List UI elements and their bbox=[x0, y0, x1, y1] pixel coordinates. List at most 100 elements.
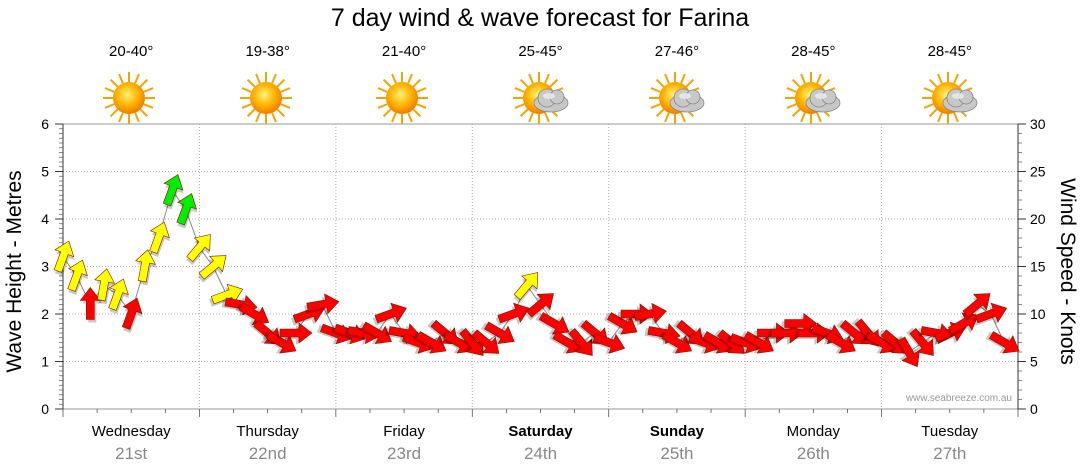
wind-arrow-body bbox=[909, 328, 934, 356]
wind-arrow bbox=[906, 327, 934, 356]
wind-arrow bbox=[135, 249, 157, 286]
labels: 0 1 2 3 4 5 6 0 5 10 15 20 25 30 Wave Height - Metres W… bbox=[3, 116, 1079, 463]
temperature-range: 27-46° bbox=[654, 43, 700, 60]
day-date: 24th bbox=[524, 444, 557, 463]
y-axis-label: Wave Height - Metres bbox=[3, 170, 26, 372]
wind-arrow bbox=[946, 312, 979, 338]
wind-arrow bbox=[973, 302, 1008, 326]
wind-arrow bbox=[235, 302, 270, 326]
wind-arrow bbox=[372, 302, 407, 326]
wind-arrow-body bbox=[149, 221, 170, 254]
wind-arrow bbox=[961, 293, 991, 321]
wind-arrow bbox=[176, 193, 198, 229]
wind-arrow-body bbox=[592, 333, 626, 354]
wind-arrow-body bbox=[497, 302, 530, 324]
wind-arrow bbox=[197, 255, 227, 283]
wind-arrows bbox=[53, 174, 1020, 368]
wind-arrow-body bbox=[962, 293, 991, 318]
wind-arrow bbox=[108, 278, 130, 314]
wind-arrow-body bbox=[108, 278, 129, 311]
day-date: 26th bbox=[797, 444, 830, 463]
wind-arrow-body bbox=[484, 321, 515, 345]
left-tick-label: 4 bbox=[41, 211, 49, 227]
day-name: Monday bbox=[787, 423, 841, 440]
left-tick-label: 1 bbox=[41, 354, 49, 370]
wind-arrow bbox=[162, 174, 184, 210]
left-tick-label: 3 bbox=[41, 259, 49, 275]
wind-arrow bbox=[276, 322, 313, 345]
temperature-range: 25-45° bbox=[518, 43, 563, 60]
sun-cloud-icon bbox=[511, 70, 571, 126]
left-tick-label: 6 bbox=[41, 116, 49, 132]
day-date: 27th bbox=[933, 444, 966, 463]
wind-arrow-body bbox=[306, 293, 340, 315]
wind-arrow bbox=[822, 331, 856, 354]
temperature-range: 21-40° bbox=[381, 43, 427, 60]
day-name: Saturday bbox=[508, 423, 573, 440]
wind-arrow-body bbox=[538, 312, 570, 335]
temperature-range: 28-45° bbox=[791, 43, 836, 60]
wind-arrow bbox=[525, 293, 554, 321]
wind-arrow bbox=[53, 240, 75, 276]
temperature-range: 28-45° bbox=[927, 43, 972, 60]
wind-arrow-body bbox=[186, 234, 211, 262]
wind-arrow bbox=[631, 302, 667, 326]
wind-arrow-body bbox=[162, 174, 184, 207]
wind-arrow-body bbox=[361, 321, 392, 345]
wind-arrow bbox=[121, 297, 143, 333]
wind-arrow-body bbox=[67, 259, 88, 292]
wind-arrow-body bbox=[974, 302, 1008, 324]
wind-arrow bbox=[67, 259, 89, 295]
wind-arrow-body bbox=[948, 312, 979, 335]
wind-arrow bbox=[513, 272, 539, 304]
wind-arrow-body bbox=[94, 268, 116, 302]
axes bbox=[55, 123, 1026, 417]
wind-arrow-body bbox=[568, 328, 593, 356]
wind-arrow bbox=[658, 331, 693, 354]
chart-title: 7 day wind & wave forecast for Farina bbox=[330, 4, 750, 32]
right-tick-label: 10 bbox=[1030, 306, 1046, 322]
wind-arrow bbox=[358, 321, 392, 345]
wind-arrow-body bbox=[176, 193, 198, 226]
sun-icon bbox=[238, 70, 298, 126]
wind-arrow bbox=[565, 327, 593, 356]
wind-arrow-body bbox=[53, 240, 75, 273]
wind-arrow bbox=[589, 333, 626, 355]
sun-cloud-icon bbox=[920, 70, 980, 126]
wind-arrow-body bbox=[633, 302, 667, 324]
wind-arrow-body bbox=[471, 329, 500, 354]
wind-arrow-body bbox=[135, 249, 156, 283]
wind-arrow bbox=[985, 331, 1020, 354]
right-tick-label: 30 bbox=[1030, 116, 1046, 132]
wind-arrow bbox=[94, 268, 116, 305]
wind-arrow-body bbox=[121, 297, 143, 330]
sun-cloud-icon bbox=[647, 70, 707, 126]
wind-arrow-body bbox=[79, 287, 101, 320]
day-date: 25th bbox=[660, 444, 693, 463]
day-date: 21st bbox=[115, 444, 147, 463]
temperature-range: 20-40° bbox=[109, 43, 154, 60]
wind-arrow-body bbox=[279, 322, 313, 344]
right-tick-label: 20 bbox=[1030, 211, 1046, 227]
wind-arrow-body bbox=[238, 302, 270, 326]
wind-arrow-body bbox=[661, 331, 693, 354]
wind-arrow bbox=[480, 321, 515, 345]
wind-arrow bbox=[535, 312, 570, 335]
wind-arrow-body bbox=[825, 331, 856, 354]
wind-arrow bbox=[304, 293, 340, 317]
sun-icon bbox=[374, 70, 434, 126]
sun-icon bbox=[101, 70, 161, 126]
day-name: Wednesday bbox=[92, 423, 171, 440]
right-tick-label: 25 bbox=[1030, 164, 1046, 180]
wind-arrow bbox=[149, 221, 171, 257]
wind-arrow-body bbox=[513, 272, 539, 300]
sun-cloud-icon bbox=[783, 70, 843, 126]
watermark: www.seabreeze.com.au bbox=[905, 393, 1012, 404]
left-tick-label: 2 bbox=[41, 306, 49, 322]
day-name: Tuesday bbox=[921, 423, 978, 440]
day-name: Friday bbox=[383, 423, 425, 440]
wind-arrow bbox=[412, 331, 447, 354]
right-tick-label: 5 bbox=[1030, 354, 1038, 370]
wind-speed-line bbox=[62, 189, 1005, 353]
